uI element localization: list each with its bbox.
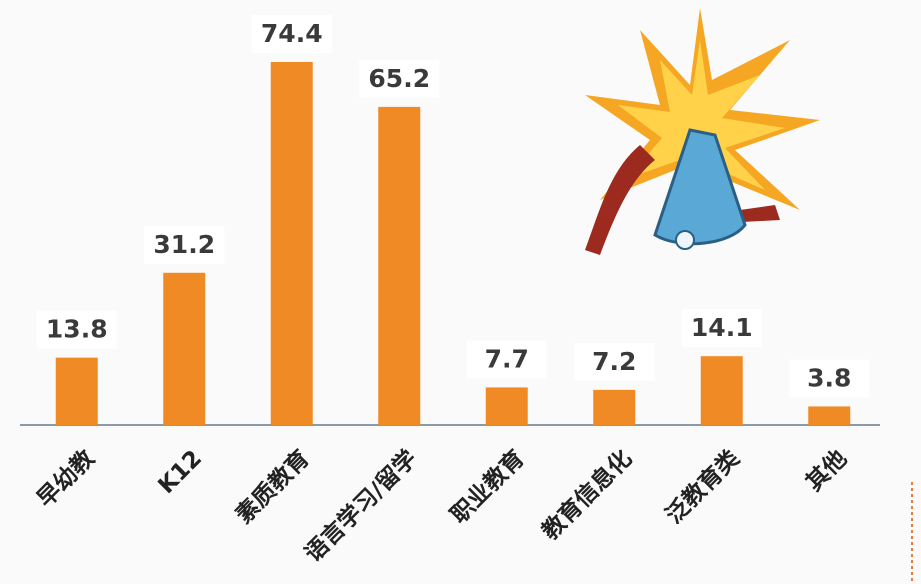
value-label: 31.2 <box>153 230 215 259</box>
value-label-box <box>789 359 870 398</box>
value-label: 7.2 <box>592 347 636 376</box>
value-label: 65.2 <box>368 64 430 93</box>
value-label: 14.1 <box>691 313 753 342</box>
value-label-box <box>574 342 655 381</box>
value-label-box <box>359 59 440 98</box>
value-label-box <box>144 225 225 264</box>
value-label-box <box>36 310 117 349</box>
bar <box>378 106 421 426</box>
bell-icon <box>585 8 820 255</box>
bar <box>55 357 98 425</box>
bar <box>808 406 851 425</box>
value-label-box <box>251 15 332 53</box>
value-label: 7.7 <box>485 344 529 373</box>
bar <box>163 272 206 425</box>
bar <box>700 356 743 425</box>
value-label-box <box>681 309 762 348</box>
bar <box>485 387 528 425</box>
value-label-box <box>466 340 547 379</box>
value-label: 13.8 <box>46 315 108 344</box>
bar <box>270 62 313 425</box>
value-label: 74.4 <box>261 19 323 48</box>
bar <box>593 389 636 425</box>
value-label: 3.8 <box>807 363 851 392</box>
